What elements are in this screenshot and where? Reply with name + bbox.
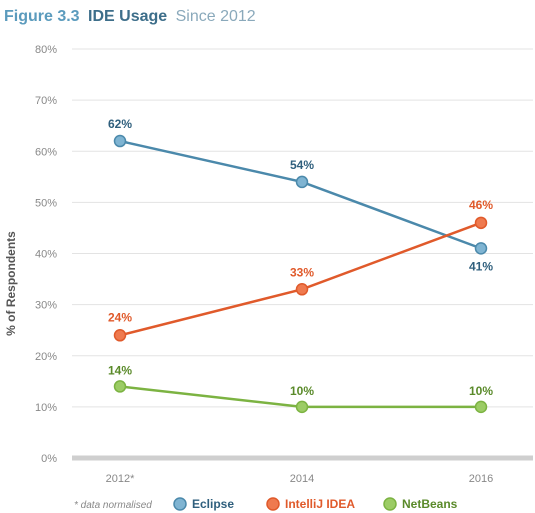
x-tick-label: 2014	[290, 473, 314, 485]
y-tick-label: 10%	[35, 402, 57, 414]
y-tick-label: 80%	[35, 44, 57, 56]
data-point	[113, 380, 127, 393]
data-point	[295, 400, 309, 414]
legend-marker	[383, 497, 397, 511]
y-tick-label: 60%	[35, 146, 57, 158]
y-tick-label: 70%	[35, 95, 57, 107]
y-tick-label: 40%	[35, 249, 57, 261]
data-label: 41%	[469, 259, 493, 273]
legend-marker	[173, 497, 187, 511]
series-intellij-idea: 24% 33% 46%	[108, 198, 493, 342]
chart-title: Figure 3.3 IDE Usage Since 2012	[4, 8, 256, 25]
title-sub: Since 2012	[176, 8, 256, 25]
y-tick-label: 30%	[35, 300, 57, 312]
legend-label: NetBeans	[402, 497, 458, 511]
figure-number: Figure 3.3	[4, 8, 80, 25]
data-label: 33%	[290, 265, 314, 279]
y-tick-label: 50%	[35, 197, 57, 209]
data-label: 46%	[469, 198, 493, 212]
legend-label: Eclipse	[192, 497, 234, 511]
legend-item: NetBeans	[383, 497, 458, 511]
legend-item: IntelliJ IDEA	[266, 497, 355, 511]
data-point	[474, 400, 488, 414]
data-label: 10%	[469, 384, 493, 398]
x-tick-label: 2012*	[106, 473, 135, 485]
data-label: 14%	[108, 363, 132, 377]
data-point	[474, 216, 488, 230]
legend-marker	[266, 497, 280, 511]
data-point	[113, 329, 127, 342]
data-label: 54%	[290, 158, 314, 172]
y-tick-label: 20%	[35, 351, 57, 363]
data-point	[295, 283, 309, 296]
series-eclipse: 62% 54% 41%	[108, 117, 493, 273]
title-main: IDE Usage	[88, 8, 167, 25]
data-label: 62%	[108, 117, 132, 131]
footnote: * data normalised	[74, 500, 152, 511]
data-label: 10%	[290, 384, 314, 398]
x-tick-label: 2016	[469, 473, 493, 485]
legend-item: Eclipse	[173, 497, 234, 511]
data-label: 24%	[108, 310, 132, 324]
series-netbeans: 14% 10% 10%	[108, 363, 493, 414]
y-tick-label: 0%	[41, 453, 57, 465]
legend-label: IntelliJ IDEA	[285, 497, 355, 511]
data-point	[113, 134, 127, 148]
data-point	[295, 175, 309, 189]
y-axis-label: % of Respondents	[4, 231, 18, 336]
data-point	[474, 242, 488, 255]
